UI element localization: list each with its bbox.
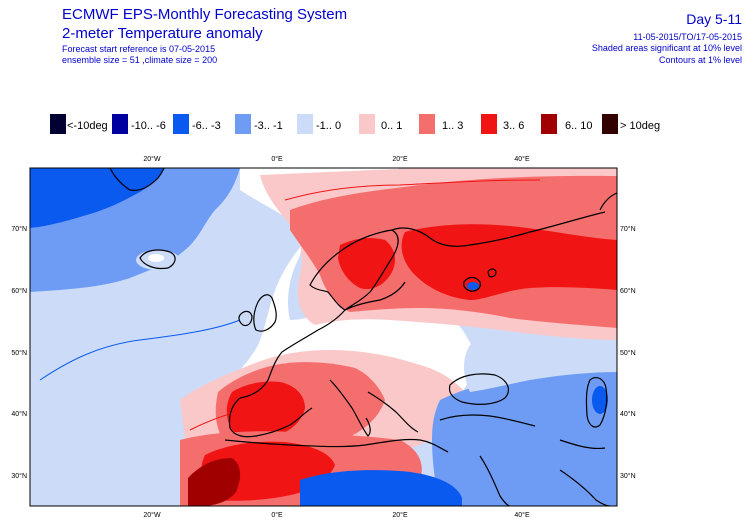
area-bright-red-iberia xyxy=(226,381,305,438)
legend-swatch-5 xyxy=(359,114,375,134)
lon-label-bottom-1: 0°E xyxy=(271,511,283,519)
lat-label-left-1: 60°N xyxy=(11,287,27,295)
coast-italy xyxy=(329,379,371,437)
lon-label-top-0: 20°W xyxy=(143,155,161,163)
lon-label-top-1: 0°E xyxy=(271,155,283,163)
lat-label-left-4: 30°N xyxy=(11,472,27,480)
legend-item-4: -1.. 0 xyxy=(297,114,341,134)
map-border xyxy=(29,167,618,507)
legend-label-0: <-10deg xyxy=(67,120,108,132)
legend-label-6: 1.. 3 xyxy=(442,120,463,132)
lat-label-right-0: 70°N xyxy=(620,225,636,233)
lat-label-left-0: 70°N xyxy=(11,225,27,233)
forecast-reference: Forecast start reference is 07-05-2015 xyxy=(62,44,216,54)
legend-swatch-7 xyxy=(481,114,497,134)
coast-iran xyxy=(559,439,606,450)
lat-label-right-2: 50°N xyxy=(620,349,636,357)
lon-label-bottom-0: 20°W xyxy=(143,511,161,519)
legend-item-7: 3.. 6 xyxy=(481,114,524,134)
area-iceland-white xyxy=(148,254,164,262)
legend-item-5: 0.. 1 xyxy=(359,114,402,134)
legend-item-9: > 10deg xyxy=(602,114,660,134)
area-blue-spot-caspian xyxy=(592,386,608,414)
coast-black-sea xyxy=(448,373,509,405)
area-greenland-blue xyxy=(30,168,165,228)
coastlines xyxy=(109,168,617,506)
legend-label-8: 6.. 10 xyxy=(565,120,593,132)
legend-swatch-8 xyxy=(541,114,557,134)
legend-label-3: -3.. -1 xyxy=(254,120,283,132)
coast-persian-gulf xyxy=(559,469,611,506)
lat-label-right-3: 40°N xyxy=(620,410,636,418)
coast-ireland xyxy=(238,310,253,327)
date-range: 11-05-2015/TO/17-05-2015 xyxy=(633,32,742,42)
legend-swatch-3 xyxy=(235,114,251,134)
legend-item-1: -10.. -6 xyxy=(112,114,166,134)
area-blue-spot-russia xyxy=(467,282,479,290)
contour-blue-atlantic xyxy=(39,319,241,381)
legend-swatch-2 xyxy=(173,114,189,134)
legend-item-8: 6.. 10 xyxy=(541,114,593,134)
coast-western-europe xyxy=(239,309,346,399)
lat-label-left-2: 50°N xyxy=(11,349,27,357)
coast-balkans xyxy=(367,391,419,433)
contour-note: Contours at 1% level xyxy=(658,55,742,65)
legend-item-6: 1.. 3 xyxy=(419,114,463,134)
contour-red-south xyxy=(189,409,251,431)
legend-swatch-6 xyxy=(419,114,435,134)
area-bright-red-russia xyxy=(401,224,617,300)
lon-label-top-3: 40°E xyxy=(514,155,530,163)
coast-novaya-zemlya xyxy=(599,192,617,211)
lat-label-right-4: 30°N xyxy=(620,472,636,480)
legend-item-0: <-10deg xyxy=(50,114,108,134)
legend-swatch-0 xyxy=(50,114,66,134)
legend-item-3: -3.. -1 xyxy=(235,114,283,134)
chart-subtitle: 2-meter Temperature anomaly xyxy=(62,25,263,42)
legend-item-2: -6.. -3 xyxy=(173,114,221,134)
legend-swatch-4 xyxy=(297,114,313,134)
coast-uk xyxy=(253,294,277,332)
coast-russian-lake xyxy=(463,276,481,292)
legend-label-7: 3.. 6 xyxy=(503,120,524,132)
ensemble-info: ensemble size = 51 ,climate size = 200 xyxy=(62,55,218,65)
legend-swatch-9 xyxy=(602,114,618,134)
legend-label-4: -1.. 0 xyxy=(316,120,341,132)
coast-scandinavia xyxy=(309,229,399,311)
contours xyxy=(39,179,541,431)
coast-turkey xyxy=(439,414,536,427)
area-dark-red-sahara xyxy=(188,458,241,506)
temperature-anomaly-map: 20°W 0°E 20°E 40°E 20°W 0°E 20°E 40°E 70… xyxy=(11,155,636,519)
area-bright-blue-south xyxy=(300,470,462,506)
legend-label-9: > 10deg xyxy=(620,120,660,132)
legend-label-1: -10.. -6 xyxy=(131,120,166,132)
lon-label-top-2: 20°E xyxy=(392,155,408,163)
coast-iberia xyxy=(228,397,313,438)
lon-label-bottom-3: 40°E xyxy=(514,511,530,519)
lon-label-bottom-2: 20°E xyxy=(392,511,408,519)
anomaly-shading xyxy=(30,168,617,506)
coast-kola xyxy=(391,211,606,247)
coast-greenland xyxy=(109,168,165,191)
coast-caspian xyxy=(585,377,608,428)
day-range: Day 5-11 xyxy=(686,11,742,27)
coast-iceland xyxy=(139,249,176,270)
lat-label-left-3: 40°N xyxy=(11,410,27,418)
significance-note: Shaded areas significant at 10% level xyxy=(591,43,742,53)
legend-swatch-1 xyxy=(112,114,128,134)
coast-red-sea xyxy=(479,455,511,506)
chart-title: ECMWF EPS-Monthly Forecasting System xyxy=(62,6,348,23)
legend: <-10deg -10.. -6 -6.. -3 -3.. -1 -1.. 0 … xyxy=(50,114,660,134)
coast-ladoga xyxy=(487,268,497,278)
lat-label-right-1: 60°N xyxy=(620,287,636,295)
contour-red-north xyxy=(284,179,541,201)
coast-north-africa xyxy=(224,438,449,453)
legend-label-5: 0.. 1 xyxy=(381,120,402,132)
legend-label-2: -6.. -3 xyxy=(192,120,221,132)
coast-baltic xyxy=(344,281,406,311)
